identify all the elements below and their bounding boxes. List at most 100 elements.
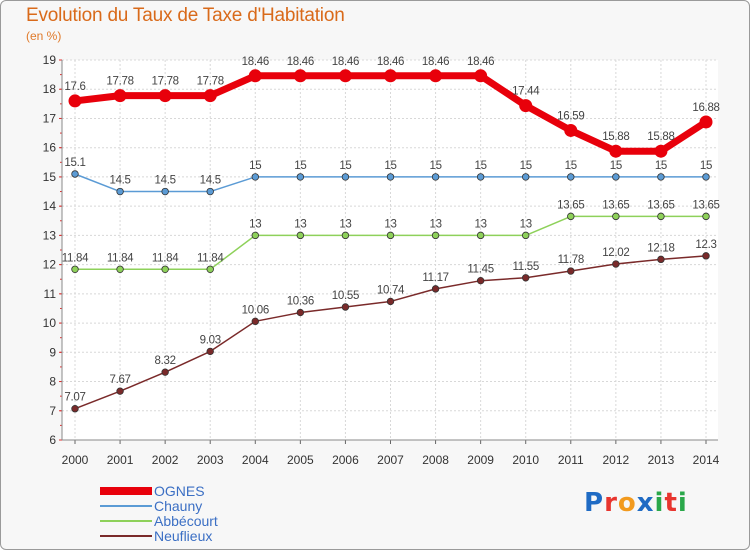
logo-letter: i [677,488,688,518]
data-point [161,265,169,273]
data-point [68,94,82,108]
data-point [522,173,530,181]
data-label: 15 [249,160,261,172]
data-point [161,368,169,376]
data-label: 17.78 [106,76,133,88]
data-point [476,173,485,181]
data-label: 13.65 [647,199,674,211]
data-label: 14.5 [109,175,130,187]
data-point [522,274,530,282]
data-point [699,115,713,129]
data-label: 10.55 [332,290,359,302]
data-label: 17.6 [64,81,85,93]
data-point [296,231,305,240]
data-point [476,231,485,240]
data-label: 18.46 [287,56,314,68]
y-tick-label: 18 [43,82,57,96]
data-label: 11.84 [107,252,134,264]
data-point [296,173,305,181]
y-tick-label: 16 [43,141,57,155]
x-tick-label: 2001 [107,453,134,467]
data-label: 17.44 [512,86,540,98]
x-tick-label: 2000 [62,453,89,467]
data-label: 18.46 [422,56,449,68]
data-point [384,69,397,83]
data-label: 15 [384,160,396,172]
chart-subtitle: (en %) [26,29,62,43]
x-tick-label: 2007 [377,453,404,467]
data-label: 18.46 [332,56,359,68]
data-label: 17.78 [152,76,179,88]
data-point [338,69,352,83]
data-label: 12.3 [695,239,716,251]
data-label: 12.02 [602,247,629,259]
data-label: 15 [294,160,306,172]
data-label: 15 [565,160,577,172]
data-point [612,173,620,181]
x-tick-label: 2012 [603,453,630,467]
data-label: 11.84 [152,252,179,264]
data-point [567,267,575,275]
x-tick-label: 2009 [467,453,494,467]
logo-letter: i [654,488,665,518]
data-point [519,99,533,113]
data-point [206,347,214,356]
data-point [474,69,488,83]
data-point [71,405,79,413]
data-label: 16.88 [692,102,719,114]
data-point [654,144,668,158]
data-label: 15 [520,160,532,172]
data-point [522,231,530,240]
chart-title: Evolution du Taux de Taxe d'Habitation [26,5,345,26]
data-point [431,231,440,240]
data-point [341,303,350,311]
data-point [567,212,575,221]
data-label: 15 [655,160,667,172]
data-label: 8.32 [155,355,176,367]
logo-letter: o [617,488,637,518]
x-tick-label: 2013 [648,453,675,467]
data-point [206,187,214,196]
data-point [476,276,485,285]
y-tick-label: 7 [49,404,56,418]
data-label: 12.18 [647,242,674,254]
data-point [386,297,395,306]
data-label: 11.84 [197,252,224,264]
data-point [657,212,665,221]
data-label: 14.5 [155,175,176,187]
x-tick-label: 2006 [332,453,359,467]
y-tick-label: 14 [43,199,57,213]
y-tick-label: 9 [49,345,56,359]
y-tick-label: 8 [49,375,56,389]
data-label: 7.07 [64,392,85,404]
x-tick-label: 2003 [197,453,224,467]
data-point [113,89,127,103]
logo-letter: r [604,488,618,518]
data-point [341,173,350,181]
logo-letter: P [584,488,605,518]
y-tick-label: 19 [43,53,57,67]
data-label: 15 [475,160,487,172]
data-label: 10.36 [287,296,314,308]
data-point [702,252,710,260]
data-label: 15.1 [64,157,85,169]
data-label: 10.74 [377,284,405,296]
data-label: 14.5 [200,175,221,187]
legend-label: Abbécourt [154,513,218,529]
data-point [702,173,710,181]
data-label: 13 [339,218,351,230]
legend-label: Chauny [154,498,203,514]
data-point [206,265,214,273]
y-tick-label: 11 [44,287,57,301]
data-point [71,265,79,273]
x-tick-label: 2011 [558,453,584,467]
data-point [702,212,710,221]
data-point [341,231,350,240]
legend-swatch [100,487,152,495]
data-label: 15.88 [647,131,674,143]
data-label: 18.46 [242,56,269,68]
legend-swatch [100,505,152,507]
data-label: 15 [610,160,622,172]
data-label: 13.65 [557,199,584,211]
